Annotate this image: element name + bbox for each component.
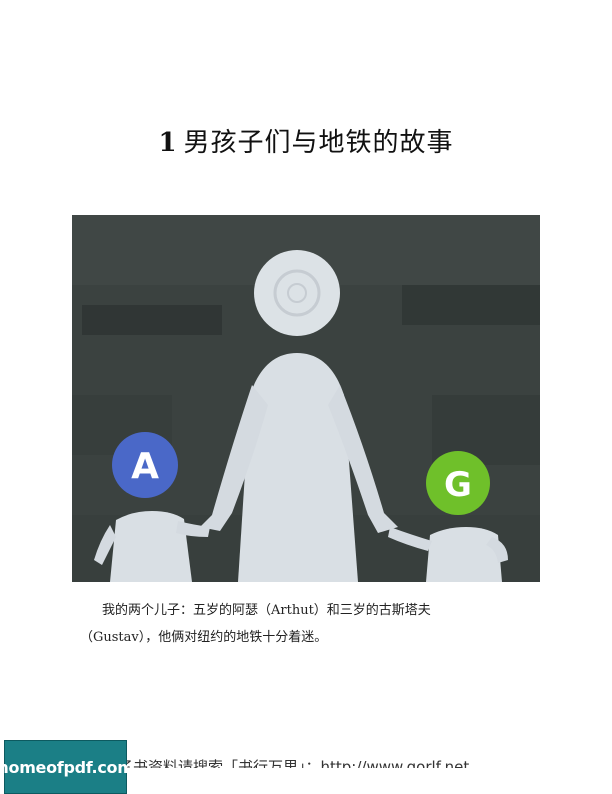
footer-banner-text[interactable]: 子书资料请搜索「书行万里」：http://www.gorlf.net: [118, 758, 470, 768]
homeofpdf-logo[interactable]: homeofpdf.com: [0, 740, 134, 794]
chapter-number: 1: [158, 128, 178, 158]
badge-g-circle: [426, 451, 490, 515]
chapter-title-text: 男孩子们与地铁的故事: [183, 128, 454, 158]
caption-line-1: 我的两个儿子：五岁的阿瑟（Arthut）和三岁的古斯塔夫: [102, 603, 431, 618]
caption-line-2: （Gustav），他俩对纽约的地铁十分着迷。: [80, 630, 328, 645]
chapter-title: 1 男孩子们与地铁的故事: [0, 122, 612, 159]
illustration-caption: 我的两个儿子：五岁的阿瑟（Arthut）和三岁的古斯塔夫 （Gustav），他俩…: [80, 597, 540, 651]
badge-a-letter: A: [131, 446, 159, 487]
chapter-illustration: A G: [72, 215, 540, 582]
badge-a-circle: [112, 432, 178, 498]
badge-g-letter: G: [444, 465, 472, 505]
